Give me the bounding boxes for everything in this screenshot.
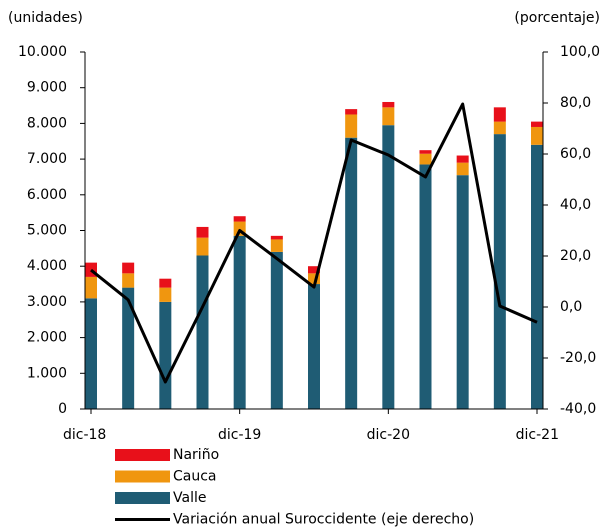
bar — [85, 276, 97, 299]
y-tick-label: 10.000 — [18, 44, 67, 60]
bar — [159, 301, 172, 409]
bar — [196, 226, 209, 238]
x-tick-label: dic-20 — [367, 427, 410, 443]
bar — [270, 239, 283, 252]
bar — [345, 109, 358, 115]
y-tick-label: 8.000 — [27, 115, 67, 131]
y-tick-label: 6.000 — [27, 187, 67, 203]
y2-tick-label: -40,0 — [560, 401, 596, 417]
y2-tick-label: 0,0 — [560, 299, 582, 315]
bar — [308, 284, 320, 409]
x-tick-label: dic-19 — [218, 427, 261, 443]
line — [90, 102, 538, 384]
bar — [345, 114, 358, 138]
y-tick-label: 0 — [58, 401, 67, 417]
bar — [531, 121, 543, 127]
bar — [531, 144, 543, 409]
bar — [122, 287, 135, 409]
legend-label: Valle — [173, 490, 206, 506]
bar — [456, 162, 469, 176]
y2-tick-label: 20,0 — [560, 248, 591, 264]
y-tick-label: 3.000 — [27, 294, 67, 310]
bar — [196, 255, 209, 409]
y2-tick-label: 40,0 — [560, 197, 591, 213]
bar — [308, 266, 320, 274]
bar — [159, 278, 172, 288]
bar — [419, 150, 432, 154]
bar — [493, 134, 506, 410]
y-tick-label: 4.000 — [27, 258, 67, 274]
legend-label: Cauca — [173, 469, 217, 485]
y-tick-label: 1.000 — [27, 365, 67, 381]
y2-tick-label: 80,0 — [560, 95, 591, 111]
bar — [308, 273, 320, 285]
bar — [531, 126, 543, 145]
bar — [493, 107, 506, 122]
bar — [493, 121, 506, 135]
y-tick-label: 5.000 — [27, 223, 67, 239]
y2-tick-label: 60,0 — [560, 146, 591, 162]
y-tick-label: 2.000 — [27, 330, 67, 346]
y-tick-label: 7.000 — [27, 151, 67, 167]
x-tick-label: dic-21 — [516, 427, 559, 443]
y-axis-label: (unidades) — [8, 10, 83, 26]
legend-swatch — [115, 470, 170, 483]
x-tick-label: dic-18 — [63, 427, 106, 443]
bar — [382, 107, 395, 126]
bar — [196, 237, 209, 256]
bar — [233, 235, 246, 409]
legend-swatch — [115, 449, 170, 461]
bar — [122, 262, 135, 274]
y2-tick-label: -20,0 — [560, 350, 596, 366]
legend-swatch — [115, 492, 170, 504]
bar — [345, 137, 358, 409]
y2-axis-label: (porcentaje) — [514, 10, 600, 26]
bar — [270, 235, 283, 240]
legend-label: Variación anual Suroccidente (eje derech… — [173, 512, 474, 528]
bar — [456, 155, 469, 163]
bar — [159, 287, 172, 302]
y2-tick-label: 100,0 — [560, 44, 600, 60]
bar — [456, 175, 469, 409]
bar — [85, 298, 97, 409]
y-tick-label: 9.000 — [27, 80, 67, 96]
bar — [233, 216, 246, 222]
bar — [419, 164, 432, 409]
bar — [419, 153, 432, 165]
bar — [270, 251, 283, 409]
bar — [382, 125, 395, 409]
bar — [382, 101, 395, 108]
legend-label: Nariño — [173, 447, 219, 463]
bar — [122, 273, 135, 288]
